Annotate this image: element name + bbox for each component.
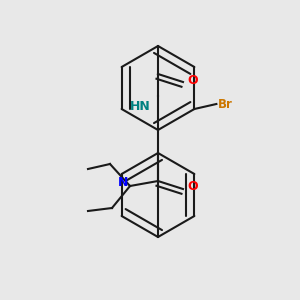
Text: HN: HN bbox=[130, 100, 150, 113]
Text: O: O bbox=[187, 181, 198, 194]
Text: Br: Br bbox=[218, 98, 233, 110]
Text: O: O bbox=[187, 74, 198, 86]
Text: N: N bbox=[118, 176, 128, 190]
